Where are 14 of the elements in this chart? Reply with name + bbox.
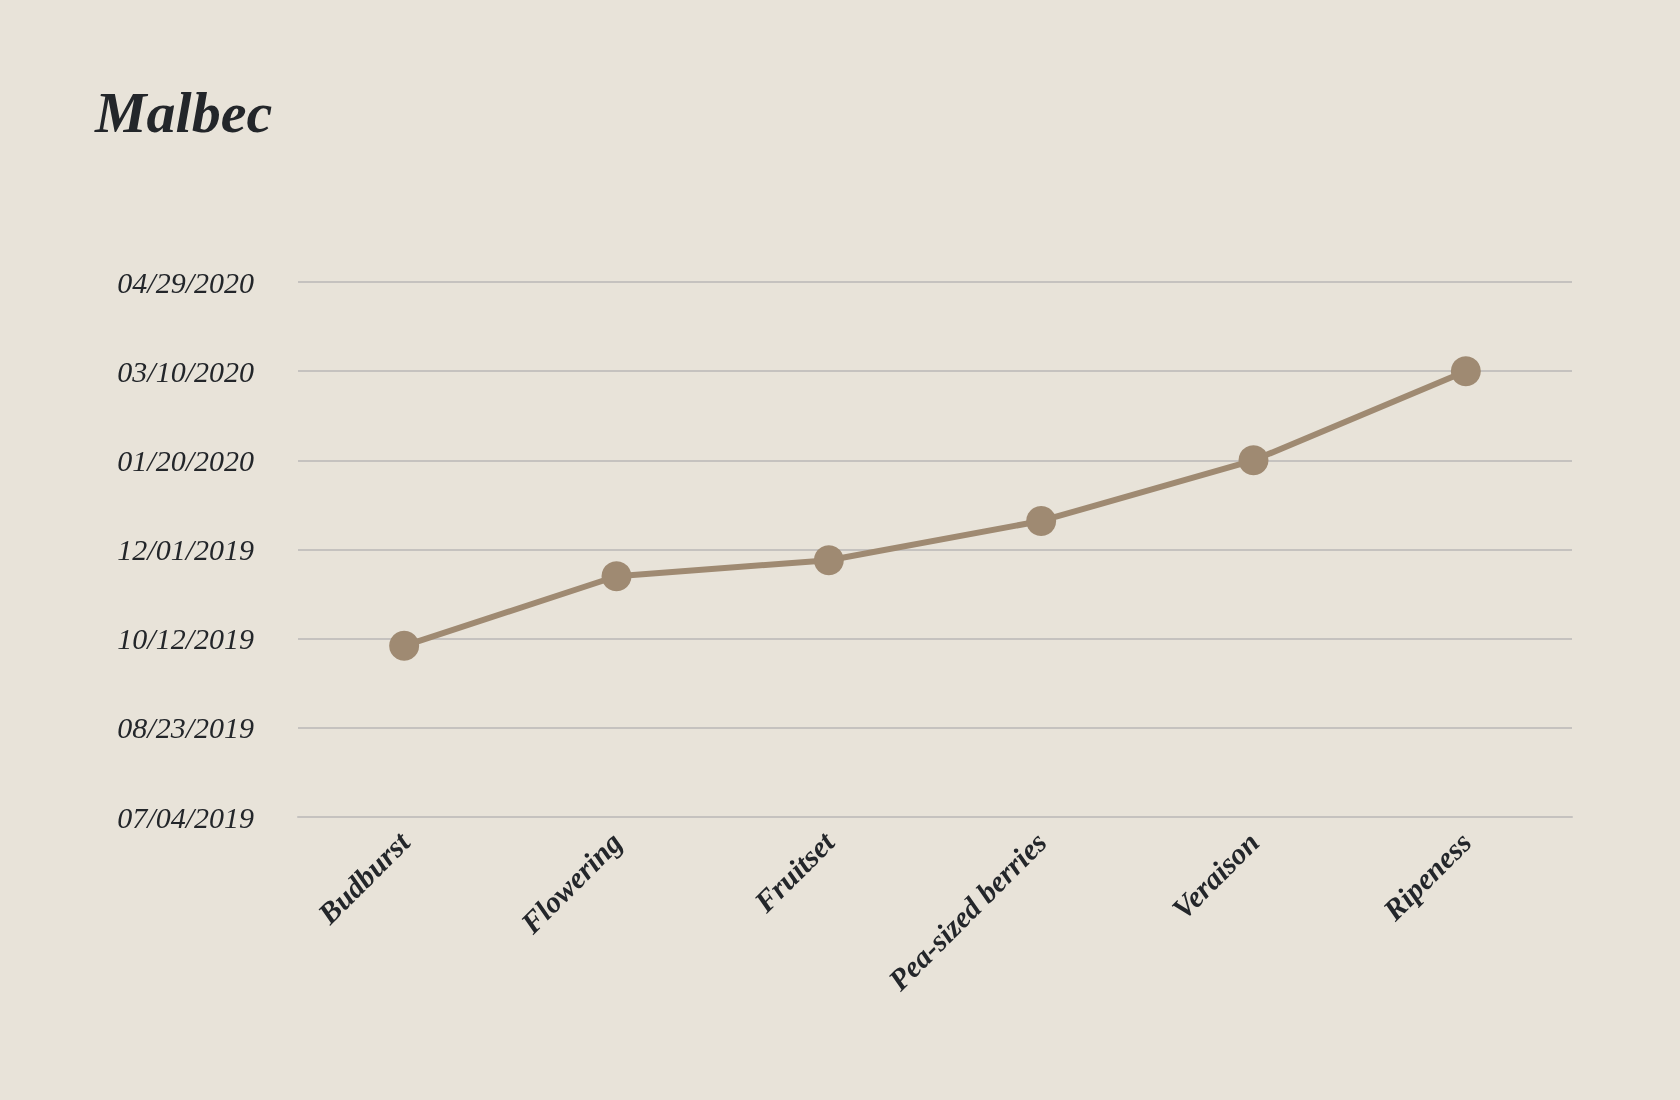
text: 07/04/2019: [117, 800, 254, 834]
point: [389, 630, 420, 661]
point: [1450, 356, 1481, 387]
text: 04/29/2020: [117, 265, 254, 299]
text: 01/20/2020: [117, 443, 254, 477]
chart-title: Malbec: [94, 79, 273, 145]
text: 12/01/2019: [117, 533, 254, 566]
point: [813, 545, 844, 576]
point: [1026, 505, 1057, 536]
point: [601, 561, 632, 592]
text: 03/10/2020: [117, 354, 254, 388]
text: 08/23/2019: [117, 711, 254, 745]
text: 10/12/2019: [117, 622, 254, 656]
point: [1238, 445, 1269, 476]
